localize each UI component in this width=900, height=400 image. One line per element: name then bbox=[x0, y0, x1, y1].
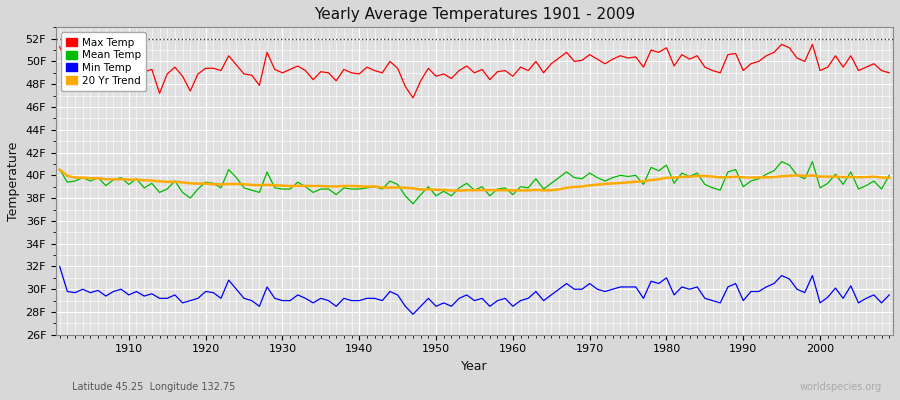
Y-axis label: Temperature: Temperature bbox=[7, 141, 20, 221]
Text: Latitude 45.25  Longitude 132.75: Latitude 45.25 Longitude 132.75 bbox=[72, 382, 236, 392]
Title: Yearly Average Temperatures 1901 - 2009: Yearly Average Temperatures 1901 - 2009 bbox=[314, 7, 635, 22]
Text: worldspecies.org: worldspecies.org bbox=[800, 382, 882, 392]
Legend: Max Temp, Mean Temp, Min Temp, 20 Yr Trend: Max Temp, Mean Temp, Min Temp, 20 Yr Tre… bbox=[61, 32, 146, 91]
X-axis label: Year: Year bbox=[461, 360, 488, 373]
